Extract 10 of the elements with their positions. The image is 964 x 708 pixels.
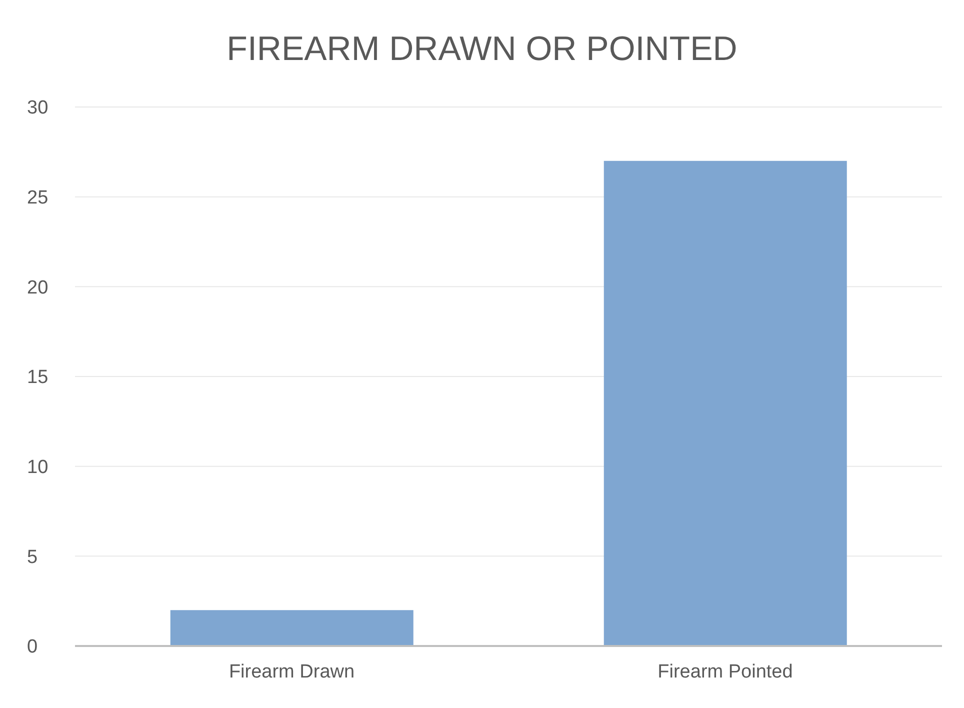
y-tick-label: 5 [27, 546, 38, 568]
y-tick-label: 30 [27, 98, 48, 119]
x-tick-label: Firearm Drawn [228, 661, 355, 682]
y-tick-label: 15 [27, 367, 48, 388]
y-tick-label: 25 [27, 188, 48, 209]
x-tick-label: Firearm Pointed [658, 661, 793, 682]
y-tick-label: 0 [27, 636, 38, 658]
chart-title: FIREARM DRAWN OR POINTED [226, 30, 738, 69]
y-tick-label: 10 [27, 457, 48, 478]
y-tick-label: 20 [27, 277, 48, 298]
